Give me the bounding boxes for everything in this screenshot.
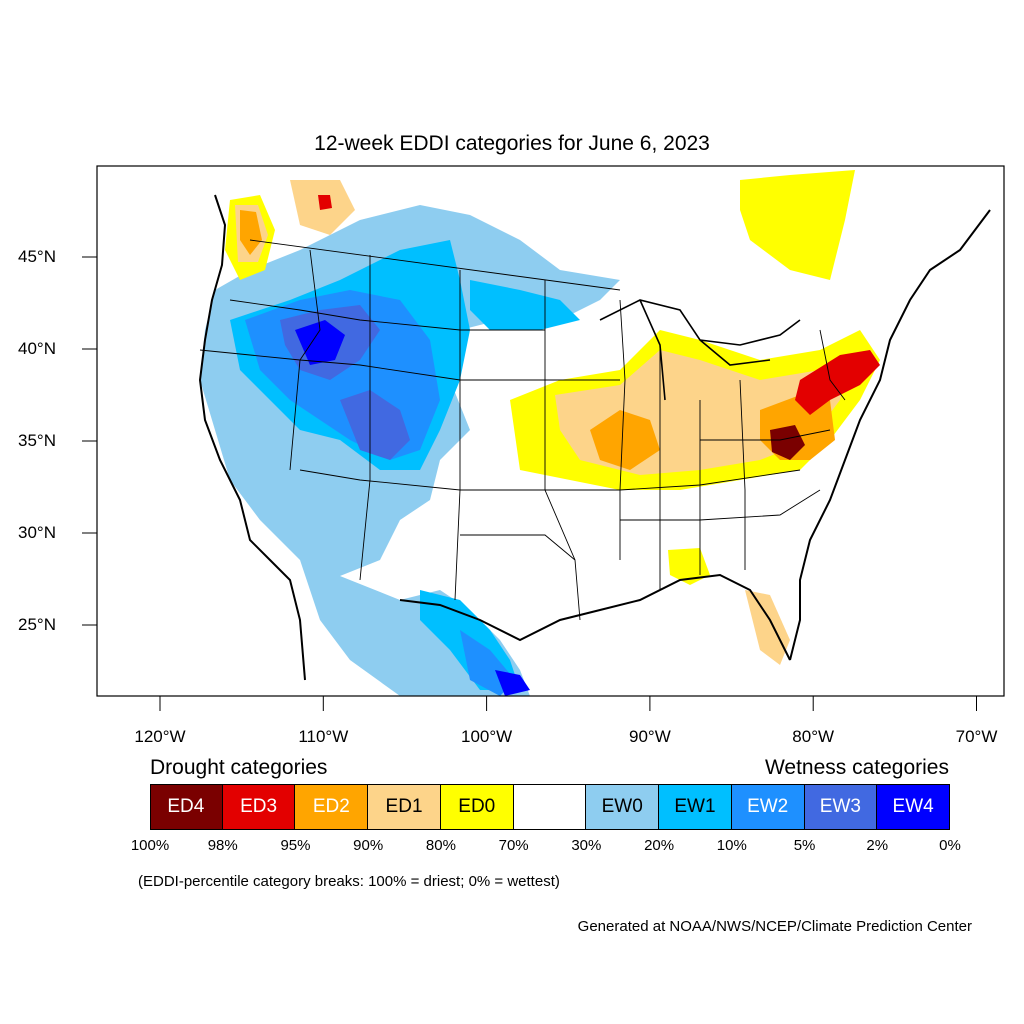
lat-label: 30°N	[18, 523, 56, 542]
region-colorado-ew3	[340, 390, 410, 460]
lat-label: 45°N	[18, 247, 56, 266]
region-gulf-ed0	[668, 548, 710, 585]
lat-label: 40°N	[18, 339, 56, 358]
legend-swatch: EW0	[586, 784, 660, 830]
lon-label: 80°W	[792, 727, 835, 746]
map-title: 12-week EDDI categories for June 6, 2023	[314, 132, 710, 155]
lat-label: 35°N	[18, 431, 56, 450]
legend-break-label: 2%	[866, 837, 889, 854]
legend-break-label: 20%	[644, 837, 675, 854]
wetness-heading: Wetness categories	[764, 756, 949, 779]
legend-swatch: ED1	[368, 784, 441, 830]
legend-break-label: 100%	[130, 837, 170, 854]
legend-swatch: EW1	[659, 784, 732, 830]
lon-label: 70°W	[955, 727, 998, 746]
legend-swatch: EW2	[731, 784, 805, 830]
region-north-plains-ew1	[470, 280, 580, 330]
lon-label: 90°W	[629, 727, 671, 746]
legend-break-label: 80%	[425, 837, 456, 854]
lon-label: 110°W	[298, 727, 349, 746]
legend-note: (EDDI-percentile category breaks: 100% =…	[138, 873, 560, 890]
legend-swatch: ED3	[222, 784, 296, 830]
region-quebec-ed0	[740, 170, 855, 280]
region-florida-ed1	[745, 590, 790, 665]
lon-label: 120°W	[134, 727, 186, 746]
legend-break-label: 98%	[207, 837, 238, 854]
region-texas-coast-ew4	[495, 670, 530, 696]
legend-swatch: EW4	[877, 784, 950, 830]
legend-break-label: 10%	[716, 837, 747, 854]
coastline-east	[789, 209, 991, 661]
legend-break-label: 95%	[280, 837, 311, 854]
coastline-west	[198, 194, 306, 681]
legend-swatch: ED4	[150, 784, 223, 830]
legend-break-label: 0%	[939, 837, 961, 854]
state-borders	[199, 239, 846, 621]
region-virginia-ed4	[770, 425, 805, 460]
credit-line: Generated at NOAA/NWS/NCEP/Climate Predi…	[577, 918, 972, 935]
region-midwest-ed2	[590, 410, 660, 470]
lat-label: 25°N	[18, 615, 56, 634]
map-frame	[96, 165, 1005, 697]
region-idaho-ew4	[295, 320, 345, 365]
legend-swatch: EW3	[804, 784, 878, 830]
legend-swatch: ED0	[440, 784, 514, 830]
region-northeast-ed3	[795, 350, 880, 415]
legend-break-label: 70%	[498, 837, 529, 854]
legend-break-label: 30%	[571, 837, 602, 854]
axis-ticks	[82, 256, 977, 711]
lon-label: 100°W	[460, 727, 513, 746]
drought-heading: Drought categories	[150, 756, 328, 779]
legend-break-label: 90%	[353, 837, 384, 854]
legend-swatch: ED2	[295, 784, 369, 830]
region-bc-ed3	[318, 195, 332, 210]
region-washington-ed2	[240, 210, 262, 255]
legend-swatch	[513, 784, 587, 830]
legend-break-label: 5%	[793, 837, 816, 854]
coastline-gulf	[399, 573, 791, 661]
